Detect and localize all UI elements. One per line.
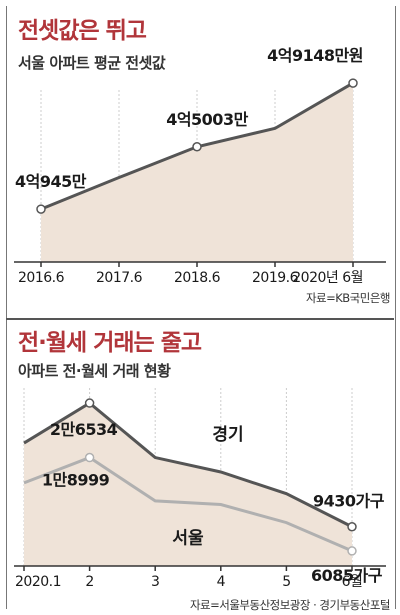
- tick-label: 2020.1: [15, 574, 61, 590]
- chart-title: 전셋값은 뛰고: [18, 18, 147, 44]
- chart-subtitle: 서울 아파트 평균 전셋값: [18, 54, 166, 72]
- chart-subtitle: 아파트 전·월세 거래 현황: [18, 362, 171, 380]
- transactions-panel: 전·월세 거래는 줄고 아파트 전·월세 거래 현황 2만6534 1만8999 9…: [0, 318, 400, 615]
- data-point: [347, 521, 357, 532]
- data-point: [84, 452, 95, 463]
- data-point: [36, 204, 46, 214]
- data-label: 4억9148만원: [267, 46, 363, 65]
- jeonse-price-panel: 전셋값은 뛰고 서울 아파트 평균 전셋값 4억945만 4억5003만 4억914…: [14, 18, 391, 305]
- data-label: 9430가구: [313, 492, 385, 511]
- tick-label: 4: [217, 574, 226, 590]
- series-name-label: 서울: [172, 529, 204, 549]
- data-label: 2만6534: [50, 420, 118, 439]
- tick-label: 2020년 6월: [292, 270, 363, 286]
- tick-label: 6월: [342, 574, 363, 590]
- tick-label: 2017.6: [96, 270, 143, 286]
- source-note: 자료=서울부동산정보광장 · 경기부동산포털: [190, 598, 390, 612]
- frame: [6, 6, 396, 609]
- series-line-gyeonggi: [23, 401, 353, 529]
- panel-divider: [6, 318, 394, 320]
- tick-label: 2018.6: [174, 270, 221, 286]
- tick-label: 3: [151, 574, 159, 590]
- chart-title: 전·월세 거래는 줄고: [18, 330, 202, 356]
- series-line-seoul: [23, 455, 353, 553]
- data-point: [192, 142, 202, 152]
- jeonse-area-chart: 4억945만 4억5003만 4억9148만원 2016.6 2017.6 2018.6…: [14, 46, 391, 305]
- tick-label: 2016.6: [18, 270, 65, 286]
- data-point: [347, 546, 357, 556]
- tick-label: 2019.6: [252, 270, 299, 286]
- data-label: 4억945만: [15, 172, 87, 191]
- series-name-label: 경기: [212, 425, 243, 445]
- data-label: 4억5003만: [166, 110, 248, 129]
- data-point: [348, 78, 358, 88]
- source-note: 자료=KB국민은행: [306, 291, 390, 305]
- data-point: [84, 398, 95, 408]
- area-fill: [41, 83, 353, 262]
- data-label: 6085가구: [311, 566, 383, 585]
- tick-label: 2: [85, 574, 93, 590]
- data-label: 1만8999: [42, 471, 110, 490]
- area-fill: [24, 403, 352, 566]
- tick-label: 5: [282, 574, 290, 590]
